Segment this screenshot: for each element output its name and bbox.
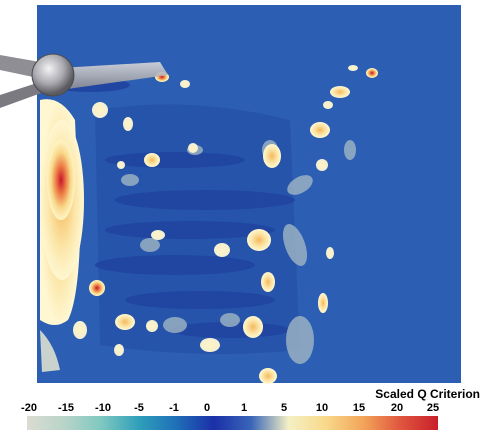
colorbar-tick: 20 <box>390 402 404 414</box>
colorbar-gradient <box>27 416 438 430</box>
rotor-blade <box>60 62 168 90</box>
tip-vortex-column <box>40 99 84 372</box>
colorbar-tick: -20 <box>21 402 37 414</box>
rotor-blade <box>0 55 40 78</box>
rotor-blade <box>0 82 44 108</box>
colorbar <box>27 416 438 430</box>
colorbar-tick-labels: -20 -15 -10 -5 -1 0 1 5 10 15 20 25 <box>0 402 485 416</box>
colorbar-tick: -5 <box>134 402 144 414</box>
turbine-hub <box>31 53 75 97</box>
colorbar-title: Scaled Q Criterion <box>375 387 480 401</box>
colorbar-tick: 10 <box>315 402 329 414</box>
turbine <box>0 53 168 108</box>
colorbar-tick: 25 <box>426 402 440 414</box>
colorbar-tick: 15 <box>352 402 366 414</box>
colorbar-tick: -15 <box>58 402 74 414</box>
high-q-blobs <box>73 65 378 384</box>
colorbar-tick: 5 <box>280 402 288 414</box>
colorbar-tick: 1 <box>240 402 248 414</box>
colorbar-tick: -1 <box>169 402 179 414</box>
colorbar-tick: 0 <box>203 402 211 414</box>
q-criterion-field <box>0 5 461 384</box>
colorbar-tick: -10 <box>95 402 111 414</box>
